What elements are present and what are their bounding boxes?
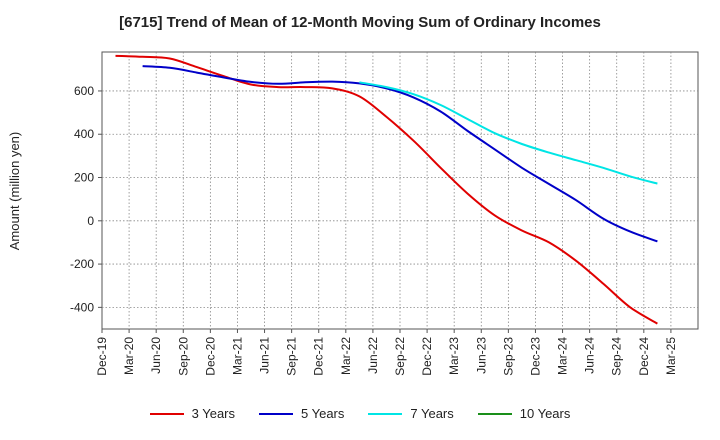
x-tick-label: Jun-20 xyxy=(149,337,163,374)
legend-swatch xyxy=(149,412,184,415)
legend-swatch xyxy=(477,412,512,415)
x-tick-label: Jun-24 xyxy=(583,337,597,374)
legend-item: 7 Years xyxy=(368,406,454,421)
y-axis-ticks: -400 -200 0 200 400 600 xyxy=(70,84,102,314)
x-tick-label: Sep-20 xyxy=(176,337,190,376)
legend: 3 Years 5 Years 7 Years 10 Years xyxy=(0,406,720,421)
series-layer xyxy=(115,54,658,325)
legend-label: 3 Years xyxy=(191,406,235,421)
series-line-7-years xyxy=(359,81,658,185)
legend-label: 5 Years xyxy=(301,406,345,421)
series-line-5-years xyxy=(142,65,658,243)
legend-label: 7 Years xyxy=(410,406,454,421)
y-tick-label: 0 xyxy=(87,214,94,228)
plot-area xyxy=(101,51,699,330)
x-tick-label: Jun-21 xyxy=(258,337,272,374)
legend-item: 10 Years xyxy=(477,406,571,421)
x-tick-label: Mar-21 xyxy=(230,337,244,375)
legend-swatch xyxy=(259,412,293,415)
x-tick-label: Dec-20 xyxy=(203,337,217,376)
x-tick-label: Sep-21 xyxy=(285,337,299,376)
chart-title: [6715] Trend of Mean of 12-Month Moving … xyxy=(119,14,601,31)
x-tick-label: Mar-20 xyxy=(122,337,136,375)
legend-item: 5 Years xyxy=(259,406,344,421)
y-tick-label: 200 xyxy=(74,171,94,185)
x-tick-label: Sep-24 xyxy=(610,337,624,376)
x-tick-label: Dec-24 xyxy=(637,337,651,376)
x-tick-label: Sep-22 xyxy=(393,337,407,376)
x-tick-label: Dec-23 xyxy=(528,337,542,376)
x-tick-label: Sep-23 xyxy=(501,337,515,376)
x-tick-label: Dec-19 xyxy=(95,337,109,376)
series-line-3-years xyxy=(115,54,658,325)
x-tick-label: Jun-23 xyxy=(474,337,488,374)
x-tick-label: Mar-22 xyxy=(339,337,353,375)
y-tick-label: 600 xyxy=(74,84,94,98)
legend-item: 3 Years xyxy=(149,406,235,421)
x-tick-label: Jun-22 xyxy=(366,337,380,374)
x-tick-label: Dec-21 xyxy=(312,337,326,376)
y-tick-label: -400 xyxy=(70,300,94,314)
x-tick-label: Mar-23 xyxy=(447,337,461,375)
y-tick-label: -200 xyxy=(70,257,94,271)
y-tick-label: 400 xyxy=(74,127,94,141)
legend-swatch xyxy=(368,412,403,415)
x-tick-label: Mar-25 xyxy=(664,337,678,375)
x-tick-label: Dec-22 xyxy=(420,337,434,376)
y-axis-title: Amount (million yen) xyxy=(7,132,22,251)
legend-label: 10 Years xyxy=(519,406,571,421)
x-tick-label: Mar-24 xyxy=(556,337,570,375)
x-axis-ticks: Dec-19 Mar-20 Jun-20 Sep-20 Dec-20 Mar-21 Jun-… xyxy=(95,329,678,376)
